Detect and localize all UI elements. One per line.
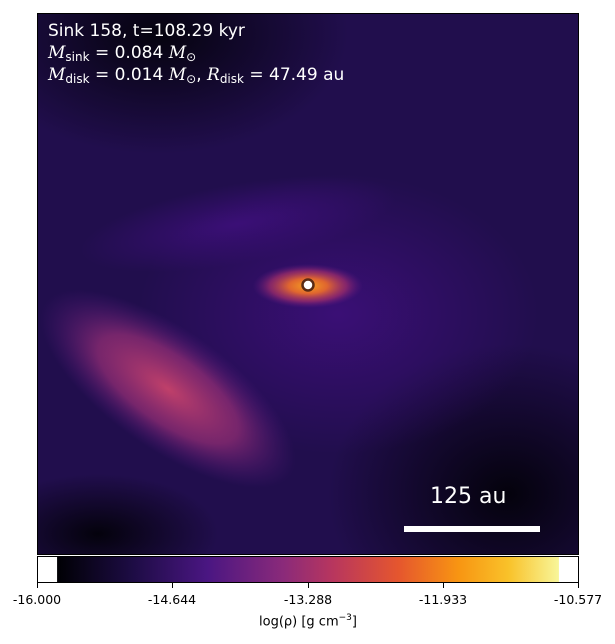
colorbar-tick [37,583,38,588]
dense-filament [40,289,296,489]
low-density-region-bottom-left [38,474,218,554]
diffuse-arc [80,175,396,273]
colorbar-tick-label: -16.000 [12,592,62,607]
density-map: Sink 158, t=108.29 kyr Msink = 0.084 M⊙ … [37,13,579,555]
colorbar-tick-label: -11.933 [418,592,468,607]
sink-marker [301,278,315,292]
sink-title: Sink 158, t=108.29 kyr [48,21,245,41]
colorbar-tick-label: -10.577 [553,592,603,607]
scale-bar-label: 125 au [430,484,507,509]
colorbar-label: log(ρ) [g cm−3] [259,613,357,630]
colorbar-tick [578,583,579,588]
colorbar-tick [443,583,444,588]
sink-mass: Msink = 0.084 M⊙ [48,43,197,65]
colorbar-tick-label: -14.644 [147,592,197,607]
low-density-region-top-left [38,14,348,154]
colorbar-tick [308,583,309,588]
colorbar-tick [172,583,173,588]
disk-mass-radius: Mdisk = 0.014 M⊙, Rdisk = 47.49 au [48,65,345,87]
colorbar [37,556,579,583]
density-image [38,14,578,554]
colorbar-tick-label: -13.288 [283,592,333,607]
scale-bar [404,526,540,532]
